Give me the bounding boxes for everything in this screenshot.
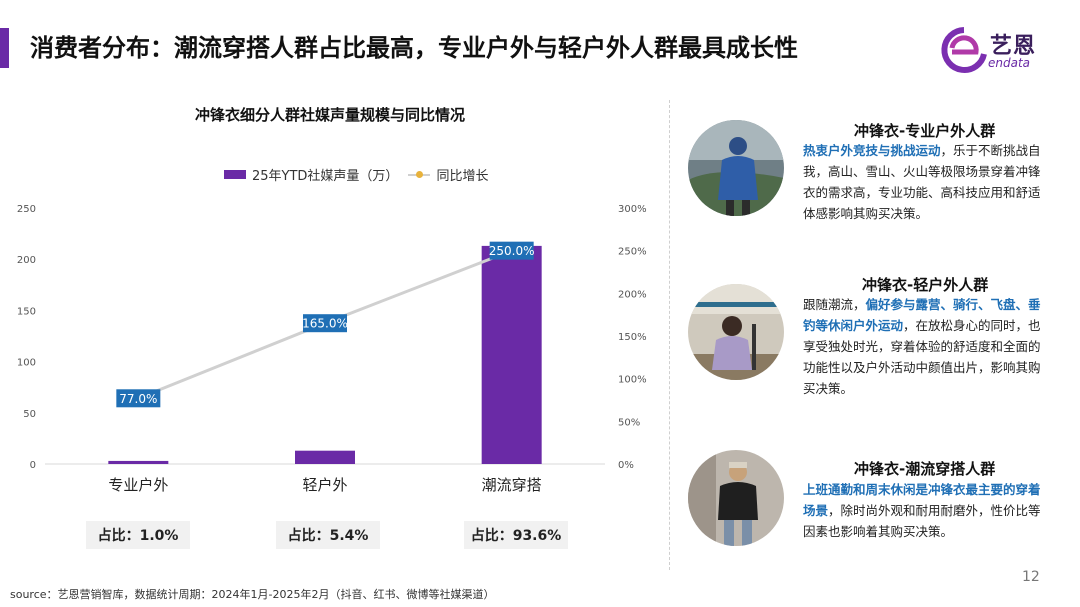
legend-bar-swatch	[224, 170, 246, 179]
hiker-photo-icon	[688, 120, 784, 216]
persona-desc-pro-outdoor: 热衷户外竞技与挑战运动，乐于不断挑战自我，高山、雪山、火山等极限场景穿着冲锋衣的…	[803, 140, 1051, 224]
y-right-tick-label: 100%	[618, 375, 647, 386]
page-title: 消费者分布：潮流穿搭人群占比最高，专业户外与轻户外人群最具成长性	[30, 34, 798, 62]
y-right-tick-label: 250%	[618, 247, 647, 258]
growth-label-box	[116, 389, 161, 408]
bar	[481, 245, 542, 464]
persona-desc-highlight: 热衷户外竞技与挑战运动	[803, 143, 941, 158]
y-left-tick-label: 150	[17, 306, 36, 317]
persona-desc-highlight: 偏好参与露营、骑行、飞盘、垂钓等休闲户外运动	[803, 297, 1041, 333]
combo-chart: 0 50 100 150 200 250 0% 50% 100% 150% 200% 250% 300%…	[17, 204, 647, 494]
y-left-tick-label: 50	[23, 409, 36, 420]
share-box-street-style: 占比：93.6%	[464, 521, 568, 549]
x-category-label: 潮流穿搭	[482, 476, 542, 494]
y-left-tick-label: 200	[17, 255, 36, 266]
persona-desc-text: ，在放松身心的同时，也享受独处时光，穿着体验的舒适度和全面的功能性以及户外活动中…	[803, 318, 1041, 396]
street-style-photo-icon	[688, 450, 784, 546]
y-right-tick-label: 150%	[618, 332, 647, 343]
x-category-label: 专业户外	[108, 476, 168, 494]
share-box-light-outdoor: 占比：5.4%	[276, 521, 380, 549]
y-left-tick-label: 100	[17, 358, 36, 369]
endata-logo-icon	[941, 27, 987, 73]
growth-data-label: 165.0%	[302, 317, 348, 331]
growth-label-box	[489, 241, 534, 260]
persona-name-street-style: 冲锋衣-潮流穿搭人群	[854, 460, 996, 478]
persona-desc-highlight: 上班通勤和周末休闲是冲锋衣最主要的穿着场景	[803, 482, 1041, 518]
section-divider	[669, 100, 670, 570]
y-right-tick-label: 0%	[618, 460, 634, 471]
chart-title: 冲锋衣细分人群社媒声量规模与同比情况	[194, 106, 465, 124]
y-left-tick-label: 250	[17, 204, 36, 215]
growth-data-label: 250.0%	[489, 244, 535, 258]
share-box-pro-outdoor: 占比：1.0%	[86, 521, 190, 549]
y-right-tick-label: 200%	[618, 289, 647, 300]
logo-text-cn: 艺恩	[990, 34, 1037, 59]
growth-label-box	[303, 314, 347, 333]
title-accent-bar	[0, 28, 9, 68]
persona-desc-light-outdoor: 跟随潮流，偏好参与露营、骑行、飞盘、垂钓等休闲户外运动，在放松身心的同时，也享受…	[803, 294, 1051, 399]
persona-name-light-outdoor: 冲锋衣-轻户外人群	[862, 276, 989, 294]
legend-bar-label: 25年YTD社媒声量（万）	[252, 169, 399, 184]
growth-data-label: 77.0%	[119, 392, 157, 406]
legend-line-swatch	[408, 170, 431, 179]
bar	[295, 450, 355, 464]
source-note: source：艺恩营销智库，数据统计周期：2024年1月-2025年2月（抖音、…	[10, 588, 495, 601]
persona-desc-street-style: 上班通勤和周末休闲是冲锋衣最主要的穿着场景，除时尚外观和耐用耐磨外，性价比等因素…	[803, 479, 1051, 542]
logo-text-en: endata	[988, 56, 1031, 70]
bar	[108, 460, 169, 464]
camper-photo-icon	[688, 284, 784, 380]
y-left-tick-label: 0	[30, 460, 36, 471]
persona-desc-text: ，除时尚外观和耐用耐磨外，性价比等因素也影响着其购买决策。	[803, 503, 1041, 539]
y-right-tick-label: 300%	[618, 204, 647, 215]
page-number: 12	[1022, 569, 1040, 585]
persona-desc-text: ，乐于不断挑战自我，高山、雪山、火山等极限场景穿着冲锋衣的需求高，专业功能、高科…	[803, 143, 1041, 221]
legend-line-label: 同比增长	[436, 169, 489, 184]
x-category-label: 轻户外	[302, 476, 347, 494]
y-right-tick-label: 50%	[618, 417, 640, 428]
endata-logo: 艺恩 endata	[940, 22, 1050, 78]
persona-name-pro-outdoor: 冲锋衣-专业户外人群	[854, 122, 996, 140]
persona-desc-text-pre: 跟随潮流，	[803, 297, 866, 312]
chart-legend: 25年YTD社媒声量（万） 同比增长	[224, 165, 488, 184]
